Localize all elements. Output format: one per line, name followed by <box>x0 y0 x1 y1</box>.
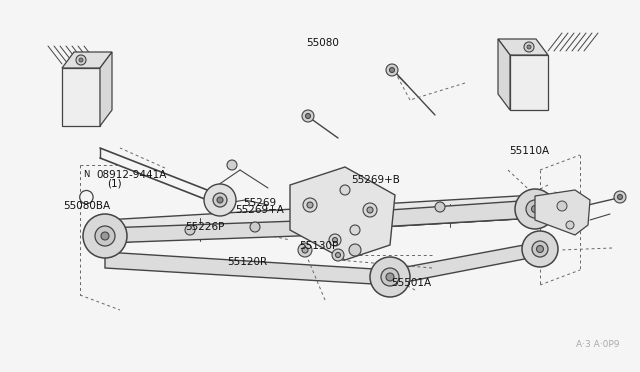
Polygon shape <box>290 167 395 260</box>
Circle shape <box>536 246 543 253</box>
Circle shape <box>185 225 195 235</box>
Text: N: N <box>83 170 90 179</box>
Circle shape <box>532 241 548 257</box>
Circle shape <box>531 205 538 212</box>
Text: 08912-9441A: 08912-9441A <box>96 170 166 180</box>
Circle shape <box>305 113 310 119</box>
Circle shape <box>522 231 558 267</box>
Circle shape <box>335 253 340 257</box>
Circle shape <box>213 193 227 207</box>
Circle shape <box>298 243 312 257</box>
Circle shape <box>79 58 83 62</box>
Polygon shape <box>62 52 112 68</box>
Polygon shape <box>105 220 325 243</box>
Circle shape <box>101 232 109 240</box>
Polygon shape <box>100 52 112 126</box>
Polygon shape <box>390 242 540 285</box>
Circle shape <box>204 184 236 216</box>
Circle shape <box>363 203 377 217</box>
Text: 55269: 55269 <box>243 198 276 208</box>
Text: 55080: 55080 <box>306 38 339 48</box>
Circle shape <box>83 214 127 258</box>
Text: A·3 A·0P9: A·3 A·0P9 <box>576 340 620 349</box>
Polygon shape <box>510 55 548 110</box>
Circle shape <box>302 110 314 122</box>
Polygon shape <box>105 195 535 243</box>
Text: 55130P: 55130P <box>300 241 339 250</box>
Circle shape <box>302 247 308 253</box>
Circle shape <box>227 160 237 170</box>
Text: 55501A: 55501A <box>392 279 432 288</box>
Circle shape <box>332 249 344 261</box>
Circle shape <box>524 42 534 52</box>
Polygon shape <box>360 200 535 228</box>
Circle shape <box>333 237 337 243</box>
Polygon shape <box>498 39 510 110</box>
Circle shape <box>367 207 373 213</box>
Text: 55226P: 55226P <box>186 222 225 232</box>
Circle shape <box>329 234 341 246</box>
Text: 55120R: 55120R <box>227 257 268 267</box>
Circle shape <box>303 198 317 212</box>
Circle shape <box>76 55 86 65</box>
Polygon shape <box>62 68 100 126</box>
Circle shape <box>390 67 394 73</box>
Circle shape <box>350 225 360 235</box>
Circle shape <box>386 273 394 281</box>
Circle shape <box>340 185 350 195</box>
Polygon shape <box>498 39 548 55</box>
Text: 55269+A: 55269+A <box>235 205 284 215</box>
Text: 55269+B: 55269+B <box>351 176 399 185</box>
Circle shape <box>349 244 361 256</box>
Circle shape <box>370 257 410 297</box>
Circle shape <box>618 195 623 199</box>
Circle shape <box>80 190 93 204</box>
Circle shape <box>435 202 445 212</box>
Circle shape <box>527 45 531 49</box>
Polygon shape <box>105 252 390 285</box>
Polygon shape <box>535 190 590 235</box>
Circle shape <box>307 202 313 208</box>
Circle shape <box>515 189 555 229</box>
Circle shape <box>217 197 223 203</box>
Circle shape <box>386 64 398 76</box>
Circle shape <box>250 222 260 232</box>
Circle shape <box>526 200 544 218</box>
Text: 55080BA: 55080BA <box>63 202 110 211</box>
Text: (1): (1) <box>108 178 122 188</box>
Circle shape <box>381 268 399 286</box>
Circle shape <box>614 191 626 203</box>
Text: 55110A: 55110A <box>509 146 549 155</box>
Circle shape <box>557 201 567 211</box>
Circle shape <box>566 221 574 229</box>
Circle shape <box>95 226 115 246</box>
